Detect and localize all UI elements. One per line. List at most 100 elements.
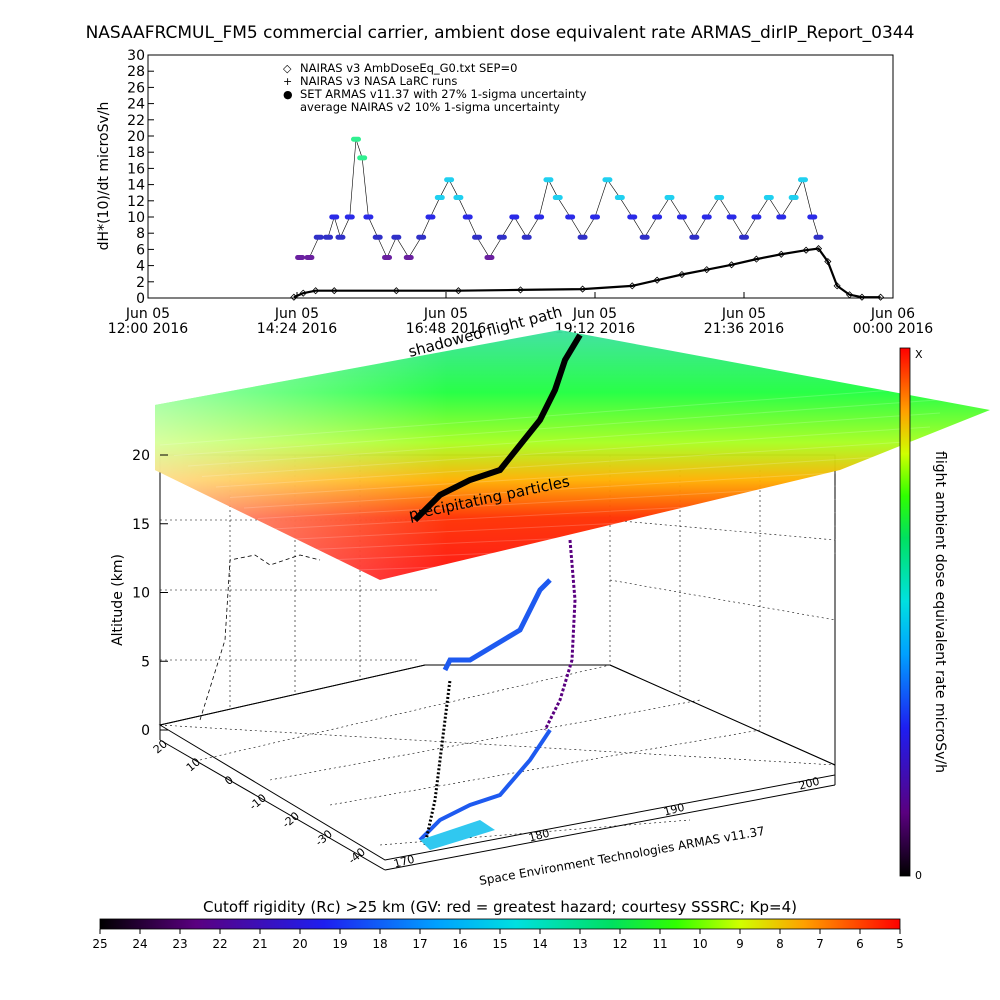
nairas-point [833, 282, 841, 290]
x-tick-label-date: Jun 05 [423, 306, 468, 322]
sheet-hatch-line [201, 426, 931, 477]
armas-point [776, 214, 787, 220]
rigidity-tick-label: 14 [532, 937, 547, 951]
armas-point [425, 214, 436, 220]
y-tick-label: 2 [136, 275, 145, 291]
rigidity-tick-label: 5 [896, 937, 904, 951]
z-tick-label: 15 [132, 517, 150, 533]
sheet-hatch-line [215, 440, 921, 488]
lon-tick-label: 190 [662, 801, 686, 819]
rigidity-tick-label: 13 [572, 937, 587, 951]
nairas-point [653, 276, 661, 284]
x-tick-label-time: 16:48 2016 [406, 321, 487, 337]
nairas-point [814, 245, 823, 253]
lon-tick-label: 180 [527, 827, 551, 845]
flight-path-altitude [442, 578, 552, 672]
lat-tick-label: 10 [184, 755, 203, 774]
armas-point [357, 155, 368, 161]
nairas-point [858, 293, 866, 301]
nairas-point [290, 293, 298, 301]
y-tick-label: 14 [127, 178, 145, 194]
armas-point [363, 214, 374, 220]
rigidity-tick-label: 25 [92, 937, 107, 951]
armas-point [763, 195, 774, 201]
plot-frame [147, 54, 894, 299]
flight-path-descent [418, 728, 552, 842]
z-tick-label: 20 [132, 448, 150, 464]
rigidity-tick-label: 11 [652, 937, 667, 951]
y-tick-label: 26 [127, 80, 145, 96]
x-tick-label-date: Jun 05 [125, 306, 170, 322]
armas-point [701, 214, 712, 220]
legend-label: NAIRAS v3 AmbDoseEq_G0.txt SEP=0 [300, 61, 517, 75]
y-tick-label: 8 [136, 226, 145, 242]
sheet-hatch-line [285, 510, 871, 540]
armas-point [403, 255, 414, 260]
sheet-hatch-line [173, 398, 951, 456]
lat-tick-label: 20 [151, 737, 170, 756]
rigidity-colorbar-panel: Cutoff rigidity (Rc) >25 km (GV: red = g… [92, 898, 903, 951]
armas-point [444, 177, 455, 183]
sheet-hatch-line [257, 482, 891, 519]
lat-tick-label: -10 [247, 791, 269, 813]
armas-point [543, 177, 554, 183]
z-tick-label: 10 [132, 586, 150, 602]
nairas-point [703, 266, 711, 274]
armas-point [565, 214, 576, 220]
armas-point [627, 214, 638, 220]
armas-point [416, 234, 427, 240]
armas-point [807, 214, 818, 220]
nairas-point [728, 261, 736, 269]
armas-line [300, 139, 819, 259]
armas-point [484, 255, 495, 260]
nairas-point [330, 287, 338, 295]
flight-3d-panel: shadowed flight path precipitating parti… [110, 302, 990, 888]
armas-point [577, 234, 588, 240]
y-tick-label: 28 [127, 64, 145, 80]
sheet-hatch-line [159, 384, 961, 446]
dose-colorbar-label: flight ambient dose equivalent rate micr… [932, 451, 948, 773]
sheet-hatch-line [229, 454, 911, 498]
y-tick-label: 22 [127, 113, 145, 129]
y-tick-label: 0 [136, 291, 145, 307]
armas-point [344, 214, 355, 220]
armas-point [391, 234, 402, 240]
sheet-hatch-line [341, 566, 831, 582]
armas-point [739, 234, 749, 240]
armas-point [652, 214, 663, 220]
armas-point [335, 234, 346, 240]
armas-point [313, 234, 324, 240]
sheet-hatch [159, 384, 961, 582]
armas-point [372, 234, 383, 240]
armas-point [639, 234, 650, 240]
dose-colorbar [899, 347, 911, 877]
rigidity-tick-label: 9 [736, 937, 744, 951]
start-marker [420, 820, 495, 850]
legend-label: average NAIRAS v2 10% 1-sigma uncertaint… [300, 100, 560, 114]
nairas-point [454, 287, 462, 295]
armas-point [350, 136, 361, 142]
armas-point [496, 234, 507, 240]
armas-point [714, 195, 725, 201]
nairas-point [299, 289, 307, 297]
flight-path-projection [199, 554, 321, 721]
nairas-point [777, 250, 785, 258]
y-tick-label: 18 [127, 145, 145, 161]
armas-point [329, 214, 340, 220]
armas-point [434, 195, 445, 201]
y-tick-label: 10 [127, 210, 145, 226]
rigidity-colorbar [99, 918, 901, 930]
rigidity-tick-label: 22 [212, 937, 227, 951]
nairas-point [752, 255, 760, 263]
x-tick-label-time: 14:24 2016 [257, 321, 338, 337]
z-axis-label: Altitude (km) [110, 554, 126, 646]
rigidity-tick-label: 7 [816, 937, 824, 951]
rigidity-tick-label: 20 [292, 937, 307, 951]
nairas-point [845, 291, 854, 299]
armas-series [295, 136, 824, 260]
armas-point [797, 177, 808, 183]
nairas-point [312, 287, 320, 295]
armas-point [813, 234, 824, 240]
